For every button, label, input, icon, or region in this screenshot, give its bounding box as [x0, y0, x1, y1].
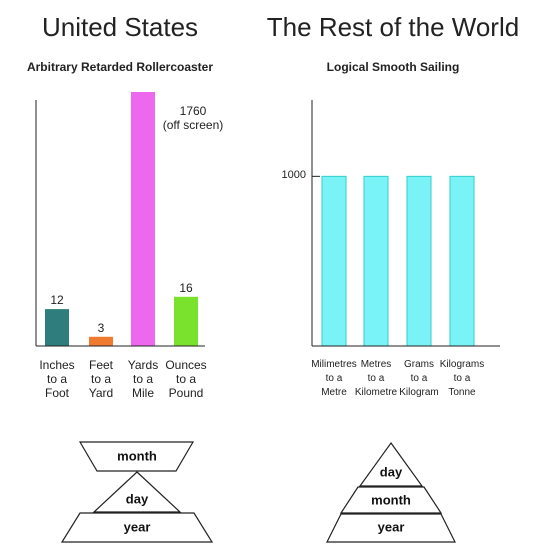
pyramid-shapes — [60, 441, 456, 543]
x-tick-label: Kilograms to a Tonne — [439, 359, 485, 398]
pyramid-label: day — [379, 464, 403, 480]
bar — [363, 175, 389, 346]
bar — [449, 175, 475, 346]
x-tick-label: Ounces to a Pound — [165, 358, 207, 400]
chart-title: The Rest of the World — [266, 12, 520, 42]
pyramid-block — [339, 486, 443, 514]
chart-subtitle: Logical Smooth Sailing — [326, 60, 460, 74]
x-tick-label: Metres to a Kilometre — [354, 359, 398, 398]
bar — [131, 92, 155, 346]
y-tick-label: 1000 — [281, 169, 306, 182]
x-tick-label: Grams to a Kilogram — [399, 359, 439, 398]
pyramid-label: day — [125, 491, 149, 507]
pyramid-block — [326, 513, 456, 543]
bar — [174, 296, 198, 346]
pyramid-label: year — [123, 519, 151, 535]
data-label: 3 — [97, 320, 105, 335]
pyramid-block — [78, 441, 195, 472]
x-tick-label: Yards to a Mile — [127, 358, 159, 400]
bar — [45, 309, 69, 346]
x-tick-label: Feet to a Yard — [88, 358, 114, 400]
pyramid-block — [358, 441, 424, 487]
data-label: 12 — [50, 293, 64, 308]
bar — [406, 175, 432, 346]
pyramid-block — [60, 512, 214, 543]
bar — [321, 175, 347, 346]
bar — [89, 336, 113, 346]
x-tick-label: Inches to a Foot — [39, 358, 75, 400]
chart-title: United States — [41, 12, 199, 42]
pyramid-block — [92, 471, 182, 513]
pyramid-label: month — [117, 448, 157, 464]
chart-subtitle: Arbitrary Retarded Rollercoaster — [26, 60, 214, 74]
pyramid-label: year — [377, 519, 405, 535]
x-tick-label: Milimetres to a Metre — [311, 359, 357, 398]
pyramid-label: month — [371, 492, 411, 508]
data-label: 16 — [179, 280, 193, 295]
data-label: 1760 (off screen) — [162, 104, 224, 132]
